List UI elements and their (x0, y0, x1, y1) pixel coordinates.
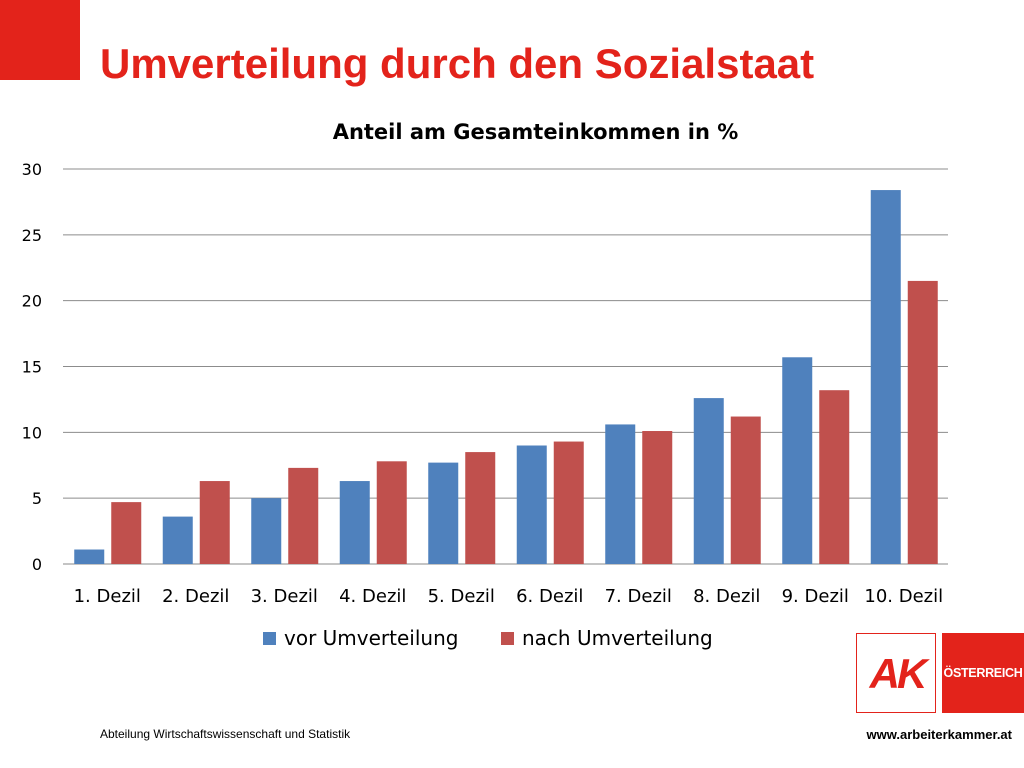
bar-nach-umverteilung (642, 431, 673, 564)
chart-title: Anteil am Gesamteinkommen in % (333, 120, 739, 144)
legend-label: nach Umverteilung (522, 626, 713, 650)
bar-vor-umverteilung (339, 481, 370, 564)
bar-nach-umverteilung (730, 416, 761, 564)
bar-nach-umverteilung (907, 280, 938, 564)
corner-accent-square (0, 0, 80, 80)
x-tick-label: 1. Dezil (74, 586, 141, 607)
bar-nach-umverteilung (199, 481, 230, 564)
bar-nach-umverteilung (288, 467, 319, 564)
y-tick-label: 5 (32, 489, 42, 508)
y-tick-label: 0 (32, 555, 42, 574)
footer-website-link[interactable]: www.arbeiterkammer.at (866, 727, 1012, 742)
x-tick-label: 9. Dezil (782, 586, 849, 607)
x-tick-label: 3. Dezil (251, 586, 318, 607)
x-tick-label: 10. Dezil (864, 586, 943, 607)
y-tick-label: 15 (22, 358, 42, 377)
bar-vor-umverteilung (74, 549, 105, 564)
ak-logo: AK ÖSTERREICH (856, 633, 1024, 714)
ak-logo-letters: AK (869, 650, 928, 697)
bar-nach-umverteilung (111, 502, 142, 564)
x-tick-label: 5. Dezil (428, 586, 495, 607)
x-tick-label: 2. Dezil (162, 586, 229, 607)
slide-title: Umverteilung durch den Sozialstaat (100, 40, 815, 87)
bar-nach-umverteilung (553, 441, 584, 564)
bar-vor-umverteilung (516, 445, 547, 564)
bar-vor-umverteilung (870, 190, 901, 565)
y-tick-label: 10 (22, 423, 42, 442)
legend-swatch (501, 632, 514, 645)
ak-logo-mark: AK (856, 633, 936, 713)
y-tick-label: 20 (22, 292, 42, 311)
ak-logo-country: ÖSTERREICH (943, 666, 1023, 680)
bar-vor-umverteilung (693, 398, 724, 564)
ak-logo-country-block: ÖSTERREICH (942, 633, 1024, 713)
bar-vor-umverteilung (782, 357, 813, 564)
bar-vor-umverteilung (605, 424, 636, 564)
legend-swatch (263, 632, 276, 645)
x-tick-label: 8. Dezil (693, 586, 760, 607)
bar-nach-umverteilung (465, 452, 496, 564)
x-tick-label: 4. Dezil (339, 586, 406, 607)
y-tick-label: 30 (22, 160, 42, 179)
x-tick-label: 6. Dezil (516, 586, 583, 607)
y-tick-label: 25 (22, 226, 42, 245)
bar-vor-umverteilung (428, 462, 459, 564)
bar-nach-umverteilung (819, 390, 850, 564)
legend-label: vor Umverteilung (284, 626, 458, 650)
footer-department: Abteilung Wirtschaftswissenschaft und St… (100, 727, 351, 741)
x-tick-label: 7. Dezil (605, 586, 672, 607)
bar-nach-umverteilung (376, 461, 407, 564)
bar-vor-umverteilung (251, 498, 282, 564)
bar-vor-umverteilung (162, 516, 193, 564)
